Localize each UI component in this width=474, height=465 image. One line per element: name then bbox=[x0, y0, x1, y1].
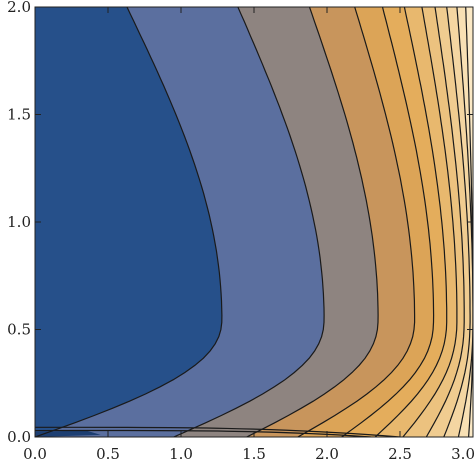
x-tick-label: 1.5 bbox=[242, 445, 266, 463]
contour-line bbox=[35, 429, 371, 437]
contour-line bbox=[173, 7, 325, 437]
x-tick-label: 0.5 bbox=[96, 445, 120, 463]
x-tick-label: 2.5 bbox=[388, 445, 412, 463]
contour-band bbox=[35, 7, 325, 437]
x-tick-label: 3.0 bbox=[451, 445, 474, 463]
contour-line bbox=[425, 7, 465, 437]
contour-band bbox=[375, 7, 457, 437]
y-tick-label: 2.0 bbox=[7, 0, 31, 16]
y-tick-label: 0.0 bbox=[7, 428, 31, 446]
contour-band bbox=[341, 7, 447, 437]
contour-line bbox=[341, 7, 435, 437]
contour-band bbox=[402, 7, 465, 437]
y-tick-label: 1.0 bbox=[7, 213, 31, 231]
contour-line bbox=[35, 426, 401, 437]
contour-line bbox=[35, 7, 223, 437]
x-tick-label: 0.0 bbox=[23, 445, 47, 463]
contour-band bbox=[173, 7, 379, 437]
y-tick-label: 0.5 bbox=[7, 321, 31, 339]
x-tick-label: 2.0 bbox=[315, 445, 339, 463]
contour-band bbox=[35, 7, 222, 437]
contour-band bbox=[35, 430, 101, 437]
contour-line bbox=[246, 7, 379, 437]
contour-band bbox=[297, 7, 434, 437]
x-tick-label: 1.0 bbox=[169, 445, 193, 463]
y-axis: 0.0 0.5 1.0 1.5 2.0 bbox=[7, 0, 473, 446]
x-axis: 0.0 0.5 1.0 1.5 2.0 2.5 3.0 bbox=[23, 7, 474, 463]
contour-band bbox=[443, 7, 473, 437]
contour-band bbox=[246, 7, 415, 437]
contour-line bbox=[402, 7, 458, 437]
contour-line bbox=[374, 7, 448, 437]
contour-line bbox=[297, 7, 416, 437]
y-tick-label: 1.5 bbox=[7, 106, 31, 124]
